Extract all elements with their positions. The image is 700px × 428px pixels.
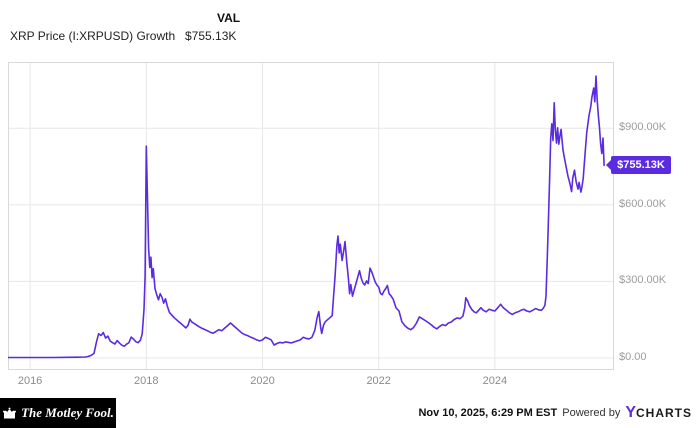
- price-line: [7, 75, 605, 359]
- footer: The Motley Fool. Nov 10, 2025, 6:29 PM E…: [0, 398, 700, 428]
- y-tick-label: $300.00K: [619, 274, 667, 287]
- ycharts-wordmark: CHARTS: [636, 406, 692, 420]
- chart-timestamp: Nov 10, 2025, 6:29 PM EST: [418, 407, 558, 419]
- ycharts-logo[interactable]: Y CHARTS: [625, 404, 692, 422]
- y-tick-label: $0.00: [619, 351, 647, 363]
- x-tick-label: 2020: [250, 375, 275, 387]
- series-label: XRP Price (I:XRPUSD) Growth: [10, 29, 176, 43]
- plot-border: [8, 62, 614, 370]
- x-tick-label: 2022: [366, 375, 391, 387]
- motley-fool-logo[interactable]: The Motley Fool.: [0, 398, 116, 428]
- value-column-header: VAL: [217, 11, 241, 25]
- motley-fool-wordmark: The Motley Fool.: [21, 405, 114, 420]
- motley-fool-jester-icon: [3, 407, 17, 418]
- y-tick-label: $600.00K: [619, 197, 667, 210]
- current-value-badge: $755.13K: [606, 156, 671, 175]
- x-tick-label: 2016: [17, 375, 43, 387]
- powered-by-label: Powered by: [562, 407, 621, 419]
- chart-plot-area: [7, 62, 614, 370]
- footer-attribution: Nov 10, 2025, 6:29 PM EST Powered by Y C…: [418, 398, 692, 428]
- x-tick-label: 2018: [134, 375, 159, 387]
- y-tick-label: $900.00K: [619, 121, 667, 134]
- x-tick-label: 2024: [482, 375, 508, 387]
- series-current-value: $755.13K: [185, 29, 237, 43]
- ycharts-y-mark: Y: [625, 404, 636, 421]
- price-line-chart: [7, 62, 614, 370]
